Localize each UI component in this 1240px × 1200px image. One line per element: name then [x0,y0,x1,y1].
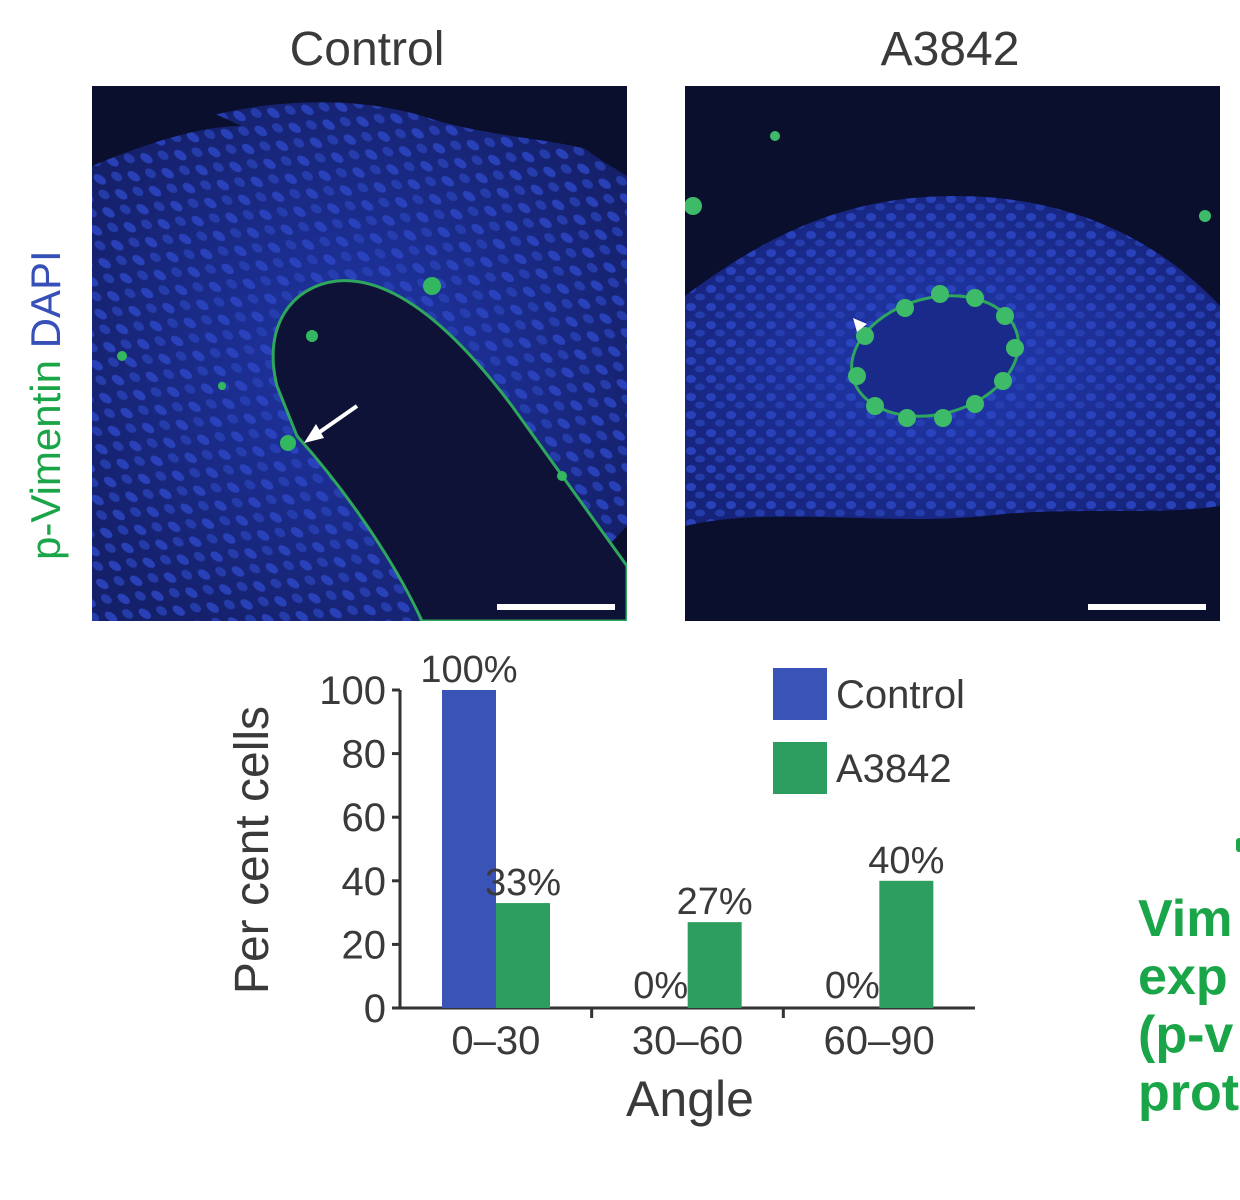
bar-A3842-30–60 [687,922,742,1008]
micrograph-control [92,86,627,621]
legend-label-Control: Control [836,673,965,717]
panel-title-control: Control [289,23,445,76]
y-tick-label-100: 100 [319,669,386,713]
side-caption-line-3: (p-v [1138,1006,1234,1064]
side-caption-line-2: exp [1138,948,1228,1006]
data-label-Control-30–60: 0% [633,965,688,1007]
data-label-Control-60–90: 0% [825,965,880,1007]
legend-swatch-A3842 [773,742,827,794]
bar-A3842-0–30 [496,903,550,1008]
micrograph-control-image [92,86,627,621]
data-label-A3842-30–60: 27% [677,881,753,923]
x-tick-label-0–30: 0–30 [451,1019,540,1063]
x-axis-title: Angle [626,1071,754,1127]
x-tick-label-60–90: 60–90 [824,1019,935,1063]
micrograph-a3842-image [685,86,1220,621]
side-caption-line-1: Vim [1138,890,1233,948]
legend-swatch-Control [773,668,827,720]
bar-A3842-60–90 [879,880,934,1008]
y-axis-title: Per cent cells [226,706,279,994]
x-tick-label-30–60: 30–60 [632,1019,743,1063]
y-tick-label-60: 60 [342,796,387,840]
legend-label-A3842: A3842 [836,747,952,791]
y-tick-label-80: 80 [342,733,387,777]
side-caption-line-4: prot [1138,1064,1240,1122]
side-dot [1236,838,1240,852]
data-label-A3842-0–30: 33% [485,862,561,904]
panel-title-a3842: A3842 [880,23,1020,76]
bar-Control-0–30 [442,690,496,1008]
y-tick-label-0: 0 [364,987,386,1031]
data-label-A3842-60–90: 40% [868,840,944,882]
micrograph-a3842 [685,86,1220,621]
data-label-Control-0–30: 100% [420,649,517,691]
y-tick-label-20: 20 [342,923,387,967]
side-caption: Vim exp (p-v prot [1138,890,1239,1122]
y-tick-label-40: 40 [342,860,387,904]
